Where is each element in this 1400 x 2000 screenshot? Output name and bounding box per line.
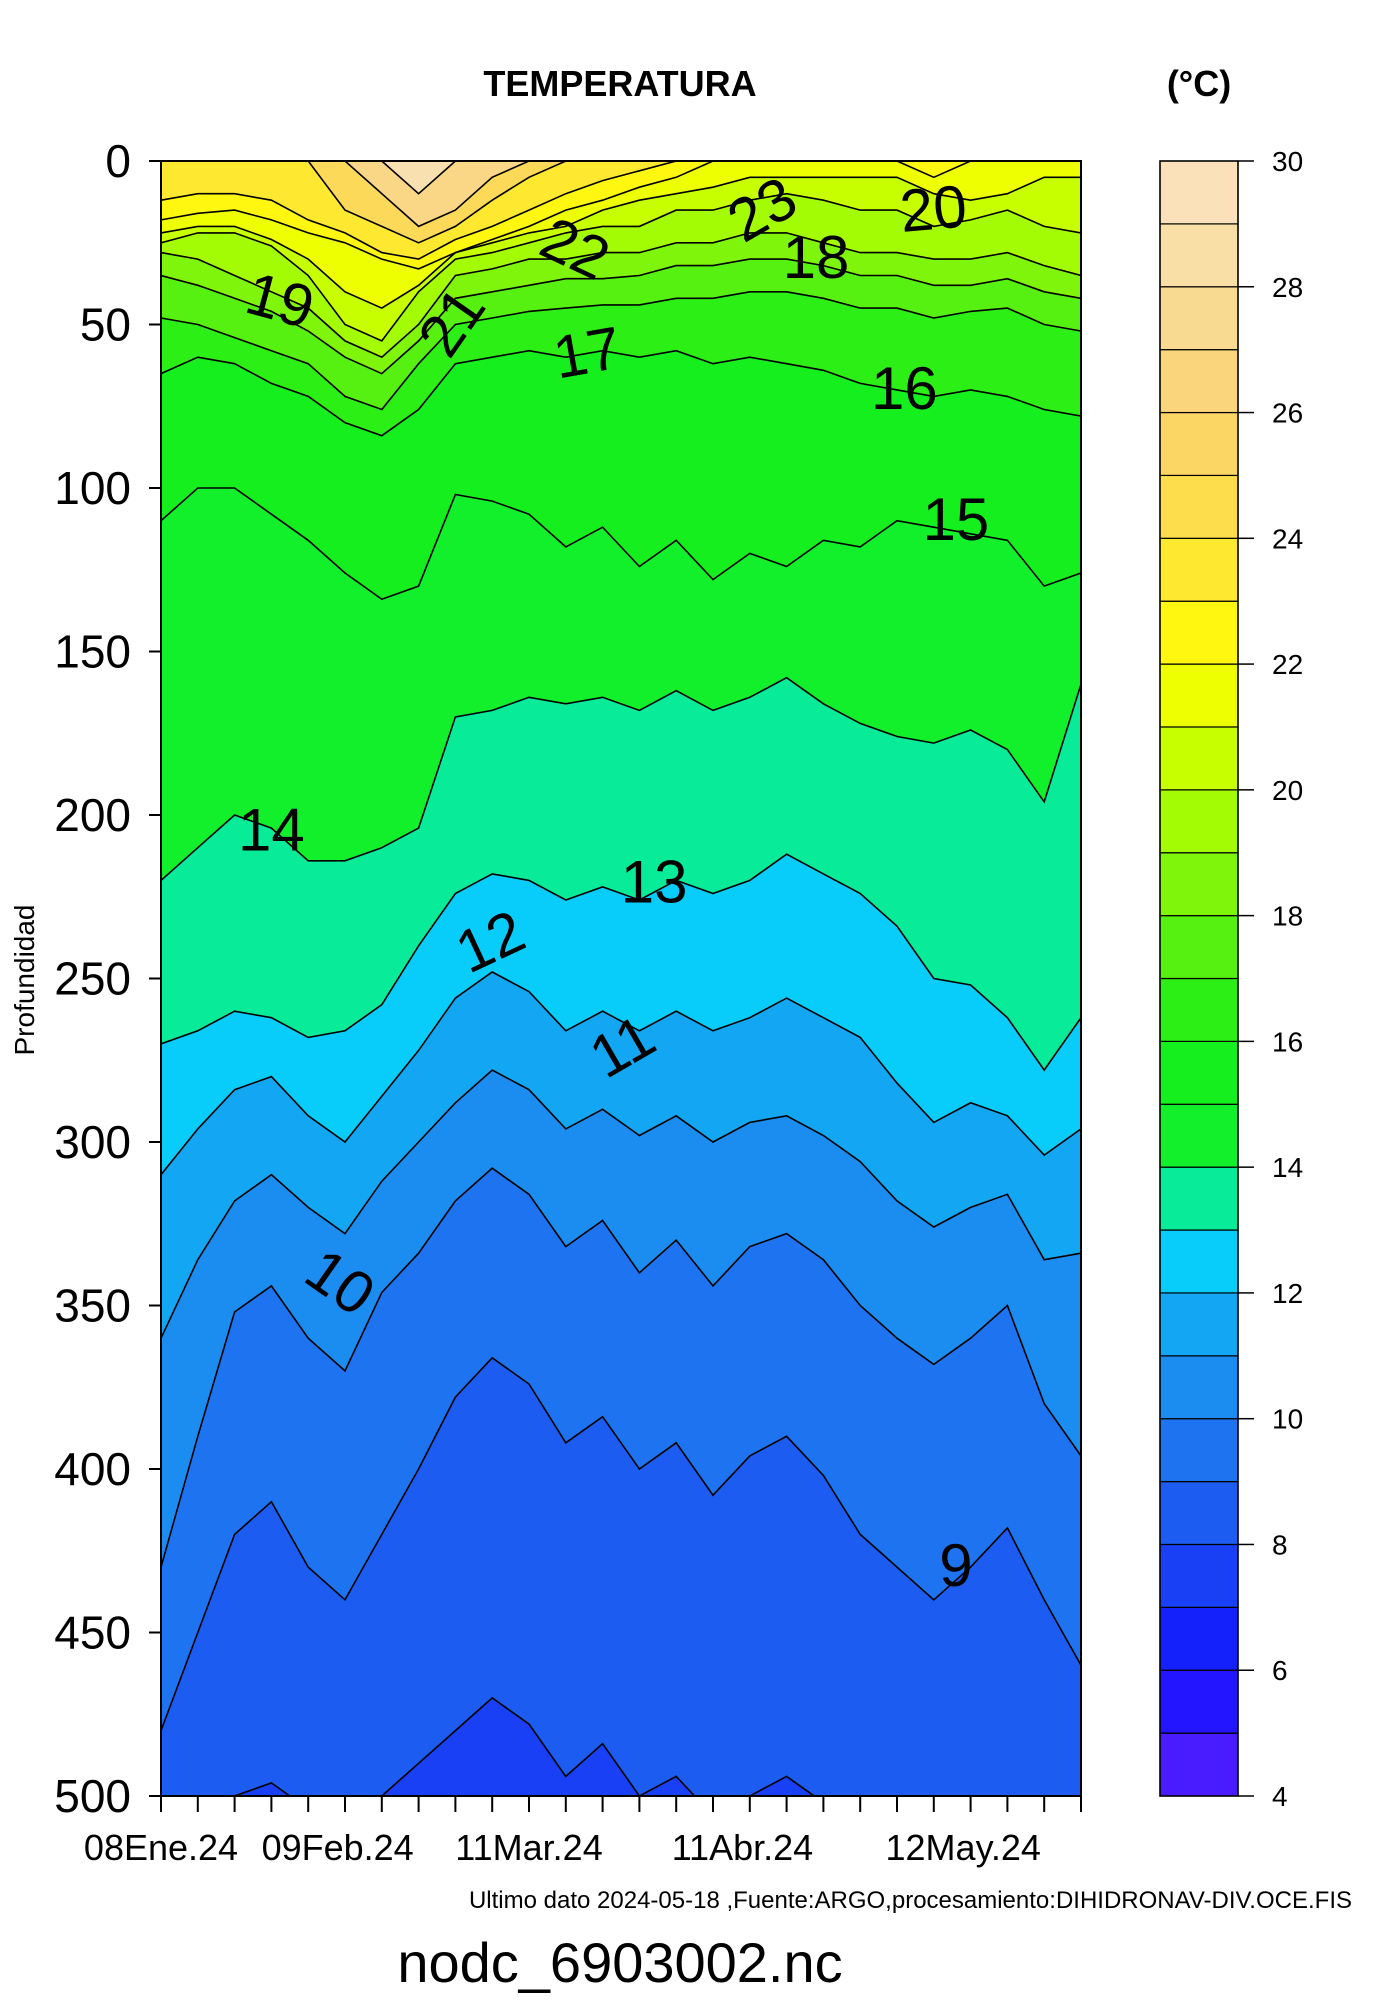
isotherm-24	[161, 161, 1081, 244]
file-name: nodc_6903002.nc	[397, 1931, 842, 1994]
y-axis: 0 50 100 150 200 250 300 350 400 450 500	[54, 135, 161, 1822]
colorbar-swatch	[1159, 789, 1239, 854]
isotherm-11	[161, 1069, 1081, 1339]
x-axis: 08Ene.24 09Feb.24 11Mar.24 11Abr.24 12May.24	[84, 1796, 1082, 1868]
colorbar-tick-label: 14	[1272, 1152, 1303, 1183]
contour-label-20: 20	[897, 172, 969, 245]
colorbar-swatch	[1159, 1669, 1239, 1734]
isotherm-21	[161, 176, 1081, 310]
contour-label-18: 18	[783, 224, 850, 291]
colorbar-swatch	[1159, 1040, 1239, 1105]
colorbar-tick-label: 10	[1272, 1404, 1303, 1435]
y-axis-title: Profundidad	[9, 904, 40, 1055]
isotherm-12	[161, 971, 1081, 1176]
colorbar-tick-label: 16	[1272, 1026, 1303, 1057]
isotherm-8	[233, 1696, 816, 1796]
temperature-fills	[161, 161, 1081, 1796]
y-tick-label: 300	[54, 1116, 131, 1168]
colorbar-swatch	[1159, 915, 1239, 980]
isotherm-18	[161, 258, 1081, 375]
isotherm-20	[161, 192, 1081, 342]
colorbar-frame	[1159, 160, 1239, 1797]
colorbar-tick-label: 8	[1272, 1529, 1288, 1560]
isotherm-23	[161, 161, 1081, 260]
y-tick-label: 500	[54, 1770, 131, 1822]
colorbar-tick-label: 24	[1272, 523, 1303, 554]
colorbar-swatch	[1159, 537, 1239, 602]
colorbar-tick-label: 12	[1272, 1278, 1303, 1309]
colorbar-tick-label: 28	[1272, 272, 1303, 303]
colorbar-swatch	[1159, 852, 1239, 917]
colorbar-swatch	[1159, 663, 1239, 728]
colorbar-swatch	[1159, 411, 1239, 477]
colorbar-tick-label: 18	[1272, 901, 1303, 932]
colorbar-swatch	[1159, 1355, 1239, 1420]
contour-label-14: 14	[238, 796, 305, 863]
isotherm-15	[161, 487, 1081, 601]
y-tick-label: 400	[54, 1443, 131, 1495]
y-tick-label: 0	[105, 135, 131, 187]
colorbar-tick-label: 30	[1272, 146, 1303, 177]
isotherm-10	[161, 1167, 1081, 1568]
x-tick-label: 09Feb.24	[262, 1827, 414, 1868]
colorbar-unit-label: (°C)	[1167, 63, 1231, 104]
colorbar: 4 6 8 10 12 14 16 18 20 22 24 26 28 30	[1159, 146, 1303, 1812]
contour-label-9: 9	[939, 1532, 972, 1599]
colorbar-swatch	[1159, 1732, 1239, 1797]
colorbar-tick-label: 26	[1272, 398, 1303, 429]
y-tick-label: 100	[54, 462, 131, 514]
isotherm-17	[161, 290, 1081, 411]
colorbar-swatch	[1159, 349, 1239, 414]
y-tick-label: 250	[54, 953, 131, 1005]
isotherm-16	[161, 349, 1081, 437]
y-tick-label: 200	[54, 789, 131, 841]
y-tick-label: 450	[54, 1607, 131, 1659]
y-tick-label: 350	[54, 1280, 131, 1332]
colorbar-swatch	[1159, 600, 1239, 665]
colorbar-tick-label: 4	[1272, 1781, 1288, 1812]
isotherm-lines	[161, 161, 1081, 1796]
colorbar-swatch	[1159, 160, 1239, 225]
isotherm-22	[161, 161, 1081, 270]
colorbar-swatch	[1159, 977, 1239, 1042]
colorbar-tick-label: 6	[1272, 1655, 1288, 1686]
colorbar-tick-label: 22	[1272, 649, 1303, 680]
colorbar-swatch	[1159, 286, 1239, 351]
colorbar-swatch	[1159, 1103, 1239, 1168]
x-tick-label: 08Ene.24	[84, 1827, 238, 1868]
colorbar-swatch	[1159, 1418, 1239, 1483]
colorbar-swatch	[1159, 1543, 1239, 1608]
isotherm-14	[161, 676, 1081, 881]
y-tick-label: 50	[80, 299, 131, 351]
colorbar-swatch	[1159, 1229, 1239, 1294]
isotherm-13	[161, 853, 1081, 1072]
colorbar-tick-label: 20	[1272, 775, 1303, 806]
contour-label-17: 17	[548, 314, 625, 392]
isotherm-19	[161, 232, 1081, 359]
colorbar-swatch	[1159, 1480, 1239, 1546]
contour-label-16: 16	[871, 355, 938, 422]
source-footnote: Ultimo dato 2024-05-18 ,Fuente:ARGO,proc…	[469, 1887, 1352, 1914]
contour-label-15: 15	[923, 486, 990, 553]
x-tick-label: 11Abr.24	[672, 1827, 813, 1868]
colorbar-swatch	[1159, 1166, 1239, 1231]
chart-title: TEMPERATURA	[483, 63, 756, 104]
y-tick-label: 150	[54, 626, 131, 678]
colorbar-swatch	[1159, 474, 1239, 539]
colorbar-swatch	[1159, 1292, 1239, 1357]
contour-label-13: 13	[621, 849, 688, 916]
isotherm-9	[161, 1356, 1081, 1731]
x-tick-label: 12May.24	[886, 1827, 1041, 1868]
colorbar-swatch	[1159, 1606, 1239, 1671]
colorbar-swatch	[1159, 726, 1239, 791]
x-tick-label: 11Mar.24	[455, 1827, 602, 1868]
colorbar-swatch	[1159, 223, 1239, 288]
